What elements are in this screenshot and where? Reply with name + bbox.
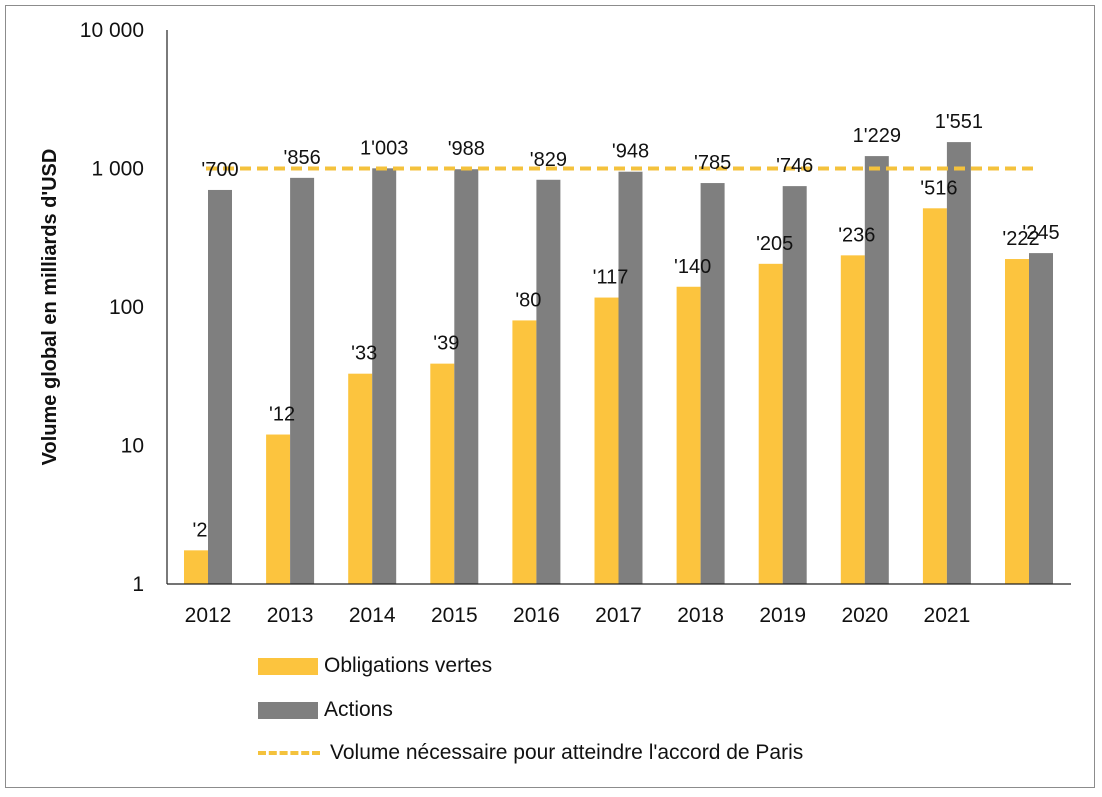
x-tick-label-2012: 2012 (185, 604, 232, 627)
axes (166, 30, 1071, 585)
data-label-obligations-vertes-blank: '222 (1002, 228, 1039, 250)
data-label-obligations-vertes-2012: '2 (193, 519, 208, 541)
bar-actions-2016 (536, 179, 561, 584)
bar-obligations-vertes-2014 (348, 373, 373, 584)
data-label-actions-2015: '988 (448, 138, 485, 160)
x-tick-label-2015: 2015 (431, 604, 478, 627)
bar-obligations-vertes-2020 (840, 255, 865, 584)
x-tick-label-2019: 2019 (759, 604, 806, 627)
bar-obligations-vertes-2018 (676, 286, 701, 584)
bar-obligations-vertes-blank (1005, 259, 1029, 584)
y-tick-label: 100 (109, 296, 144, 319)
data-label-actions-2018: '785 (694, 152, 731, 174)
bar-actions-2015 (454, 169, 479, 584)
data-label-actions-2020: 1'229 (853, 125, 901, 147)
y-tick-label: 1 (132, 573, 144, 596)
data-label-obligations-vertes-2018: '140 (674, 256, 711, 278)
y-tick-label: 10 (121, 435, 144, 458)
bar-actions-2018 (700, 183, 725, 584)
legend-label-obligations-vertes: Obligations vertes (324, 654, 493, 677)
bar-obligations-vertes-2013 (266, 434, 291, 584)
bar-actions-2013 (290, 177, 315, 584)
bar-obligations-vertes-2016 (512, 320, 537, 584)
x-tick-label-2021: 2021 (924, 604, 971, 627)
x-tick-label-2016: 2016 (513, 604, 560, 627)
x-tick-label-2017: 2017 (595, 604, 642, 627)
data-label-actions-2017: '948 (612, 141, 649, 163)
legend-item-paris-volume: Volume nécessaire pour atteindre l'accor… (258, 741, 803, 765)
data-label-obligations-vertes-2013: '12 (269, 404, 295, 426)
data-label-obligations-vertes-2014: '33 (351, 343, 377, 365)
bar-obligations-vertes-2012 (184, 550, 208, 584)
legend-swatch-obligations-vertes (258, 657, 318, 675)
data-label-actions-2013: '856 (284, 147, 321, 169)
data-label-obligations-vertes-2019: '205 (756, 233, 793, 255)
x-tick-label-2014: 2014 (349, 604, 396, 627)
bar-obligations-vertes-2017 (594, 297, 619, 584)
legend-dash-paris-volume (258, 751, 320, 755)
legend-item-actions: Actions (258, 698, 393, 722)
bar-actions-2020 (864, 156, 889, 585)
data-label-obligations-vertes-2016: '80 (515, 289, 541, 311)
y-tick-label: 1 000 (91, 158, 144, 181)
bar-actions-blank (1029, 253, 1053, 584)
bars (184, 142, 1053, 585)
data-label-actions-2016: '829 (530, 149, 567, 171)
bar-actions-2017 (618, 171, 643, 585)
data-labels: '2 '700 '12 '856 '33 1'003 '39 '988 '80 '829 '117 '… (193, 111, 1060, 541)
data-label-actions-blank: '245 (1022, 222, 1059, 244)
chart-frame (5, 5, 1095, 788)
y-axis-ticks: 1 10 100 1 000 10 000 (80, 19, 144, 596)
bar-obligations-vertes-2021 (922, 208, 947, 584)
data-label-actions-2019: '746 (776, 155, 813, 177)
x-tick-label-2020: 2020 (841, 604, 888, 627)
data-label-obligations-vertes-2021: '516 (920, 177, 957, 199)
bar-actions-2021 (946, 142, 971, 584)
data-label-obligations-vertes-2015: '39 (433, 333, 459, 355)
data-label-actions-2014: 1'003 (360, 137, 408, 159)
legend-label-actions: Actions (324, 698, 393, 721)
legend-label-paris-volume: Volume nécessaire pour atteindre l'accor… (330, 741, 804, 764)
bar-obligations-vertes-2019 (758, 263, 783, 584)
y-tick-label: 10 000 (80, 19, 144, 42)
data-label-obligations-vertes-2017: '117 (593, 267, 629, 289)
data-label-actions-2021: 1'551 (935, 111, 983, 133)
data-label-obligations-vertes-2020: '236 (838, 224, 875, 246)
x-tick-label-2018: 2018 (677, 604, 724, 627)
legend-swatch-actions (258, 701, 318, 719)
x-axis-ticks: 2012 2013 2014 2015 2016 2017 2018 2019 2020 2021 (185, 604, 971, 627)
bar-obligations-vertes-2015 (430, 363, 455, 584)
bar-actions-2012 (208, 189, 232, 584)
bar-actions-2019 (782, 186, 807, 584)
data-label-actions-2012: '700 (201, 159, 238, 181)
legend-item-obligations-vertes: Obligations vertes (258, 654, 492, 678)
y-axis-label: Volume global en milliards d'USD (39, 149, 61, 466)
x-tick-label-2013: 2013 (267, 604, 314, 627)
bar-actions-2014 (372, 168, 397, 584)
